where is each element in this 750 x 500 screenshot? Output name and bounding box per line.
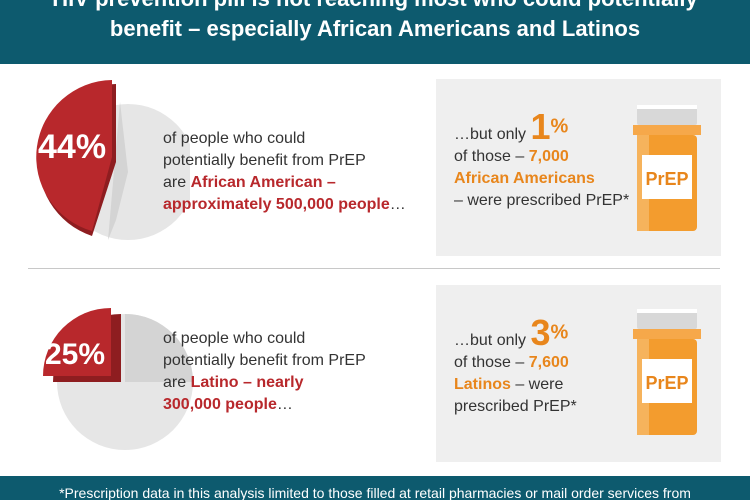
panel-line: African Americans xyxy=(454,168,629,190)
pie-chart-latino: 25% xyxy=(43,308,193,450)
header-banner: HIV prevention pill is not reaching most… xyxy=(0,0,750,64)
panel-percent-number: 1 xyxy=(530,106,551,147)
panel-line: …but only 1% xyxy=(454,109,629,146)
panel-highlight: African Americans xyxy=(454,170,595,187)
panel-text-plain: of those – xyxy=(454,148,529,165)
desc-highlight: 300,000 people xyxy=(163,396,277,413)
prescribed-panel-latino: …but only 3% of those – 7,600 Latinos – … xyxy=(436,285,721,462)
desc-text: are xyxy=(163,174,191,191)
desc-line: are African American – xyxy=(163,172,433,194)
pie-shadow xyxy=(108,102,128,240)
description-african-american: of people who could potentially benefit … xyxy=(163,128,433,216)
prescribed-panel-african-american: …but only 1% of those – 7,000 African Am… xyxy=(436,79,721,256)
panel-line: of those – 7,600 xyxy=(454,352,577,374)
desc-line: potentially benefit from PrEP xyxy=(163,352,366,369)
bottle-label: PrEP xyxy=(645,169,688,189)
desc-highlight: African American – xyxy=(190,174,336,191)
panel-prefix: …but only xyxy=(454,126,531,143)
panel-line: prescribed PrEP* xyxy=(454,398,577,415)
panel-line: of those – 7,000 xyxy=(454,146,629,168)
header-title-line1: HIV prevention pill is not reaching most… xyxy=(0,0,750,12)
panel-text-plain: of those – xyxy=(454,354,529,371)
pie-slice-face xyxy=(36,80,112,231)
desc-highlight: approximately 500,000 people xyxy=(163,196,390,213)
pie-percent-label: 25% xyxy=(45,338,105,371)
panel-highlight: 7,000 xyxy=(528,148,569,165)
panel-highlight: Latinos xyxy=(454,376,511,393)
panel-text: …but only 1% of those – 7,000 African Am… xyxy=(454,109,630,212)
pill-bottle-icon: PrEP xyxy=(633,105,701,231)
panel-percent-number: 3 xyxy=(530,312,551,353)
desc-line: approximately 500,000 people… xyxy=(163,194,433,216)
panel-line: Latinos – were xyxy=(454,374,577,396)
desc-text: … xyxy=(389,196,406,213)
panel-text: …but only 3% of those – 7,600 Latinos – … xyxy=(454,315,577,418)
pie-percent-label: 44% xyxy=(38,128,106,166)
description-latino: of people who could potentially benefit … xyxy=(163,328,433,416)
panel-percent-sign: % xyxy=(550,321,569,344)
pie-chart-african-american: 44% xyxy=(36,80,190,240)
desc-line: potentially benefit from PrEP xyxy=(163,152,366,169)
footer-banner: *Prescription data in this analysis limi… xyxy=(0,476,750,500)
desc-line: of people who could xyxy=(163,330,306,347)
panel-text-plain: – were xyxy=(510,376,564,393)
desc-line: are Latino – nearly xyxy=(163,372,433,394)
panel-prefix: …but only xyxy=(454,332,531,349)
panel-highlight: 7,600 xyxy=(528,354,569,371)
pill-bottle-icon: PrEP xyxy=(633,309,701,435)
bottle-label: PrEP xyxy=(645,373,688,393)
section-divider xyxy=(28,268,720,269)
panel-percent-sign: % xyxy=(550,115,569,138)
desc-highlight: Latino – nearly xyxy=(190,374,304,391)
desc-line: of people who could xyxy=(163,130,306,147)
panel-line: …but only 3% xyxy=(454,315,577,352)
desc-text: are xyxy=(163,374,191,391)
panel-line: – were prescribed PrEP* xyxy=(454,192,630,209)
header-title-line2: benefit – especially African Americans a… xyxy=(109,16,641,41)
pie-slice-face xyxy=(43,308,111,376)
pie-shadow xyxy=(125,314,193,382)
footer-note: *Prescription data in this analysis limi… xyxy=(59,485,691,500)
desc-line: 300,000 people… xyxy=(163,394,433,416)
desc-text: … xyxy=(276,396,293,413)
